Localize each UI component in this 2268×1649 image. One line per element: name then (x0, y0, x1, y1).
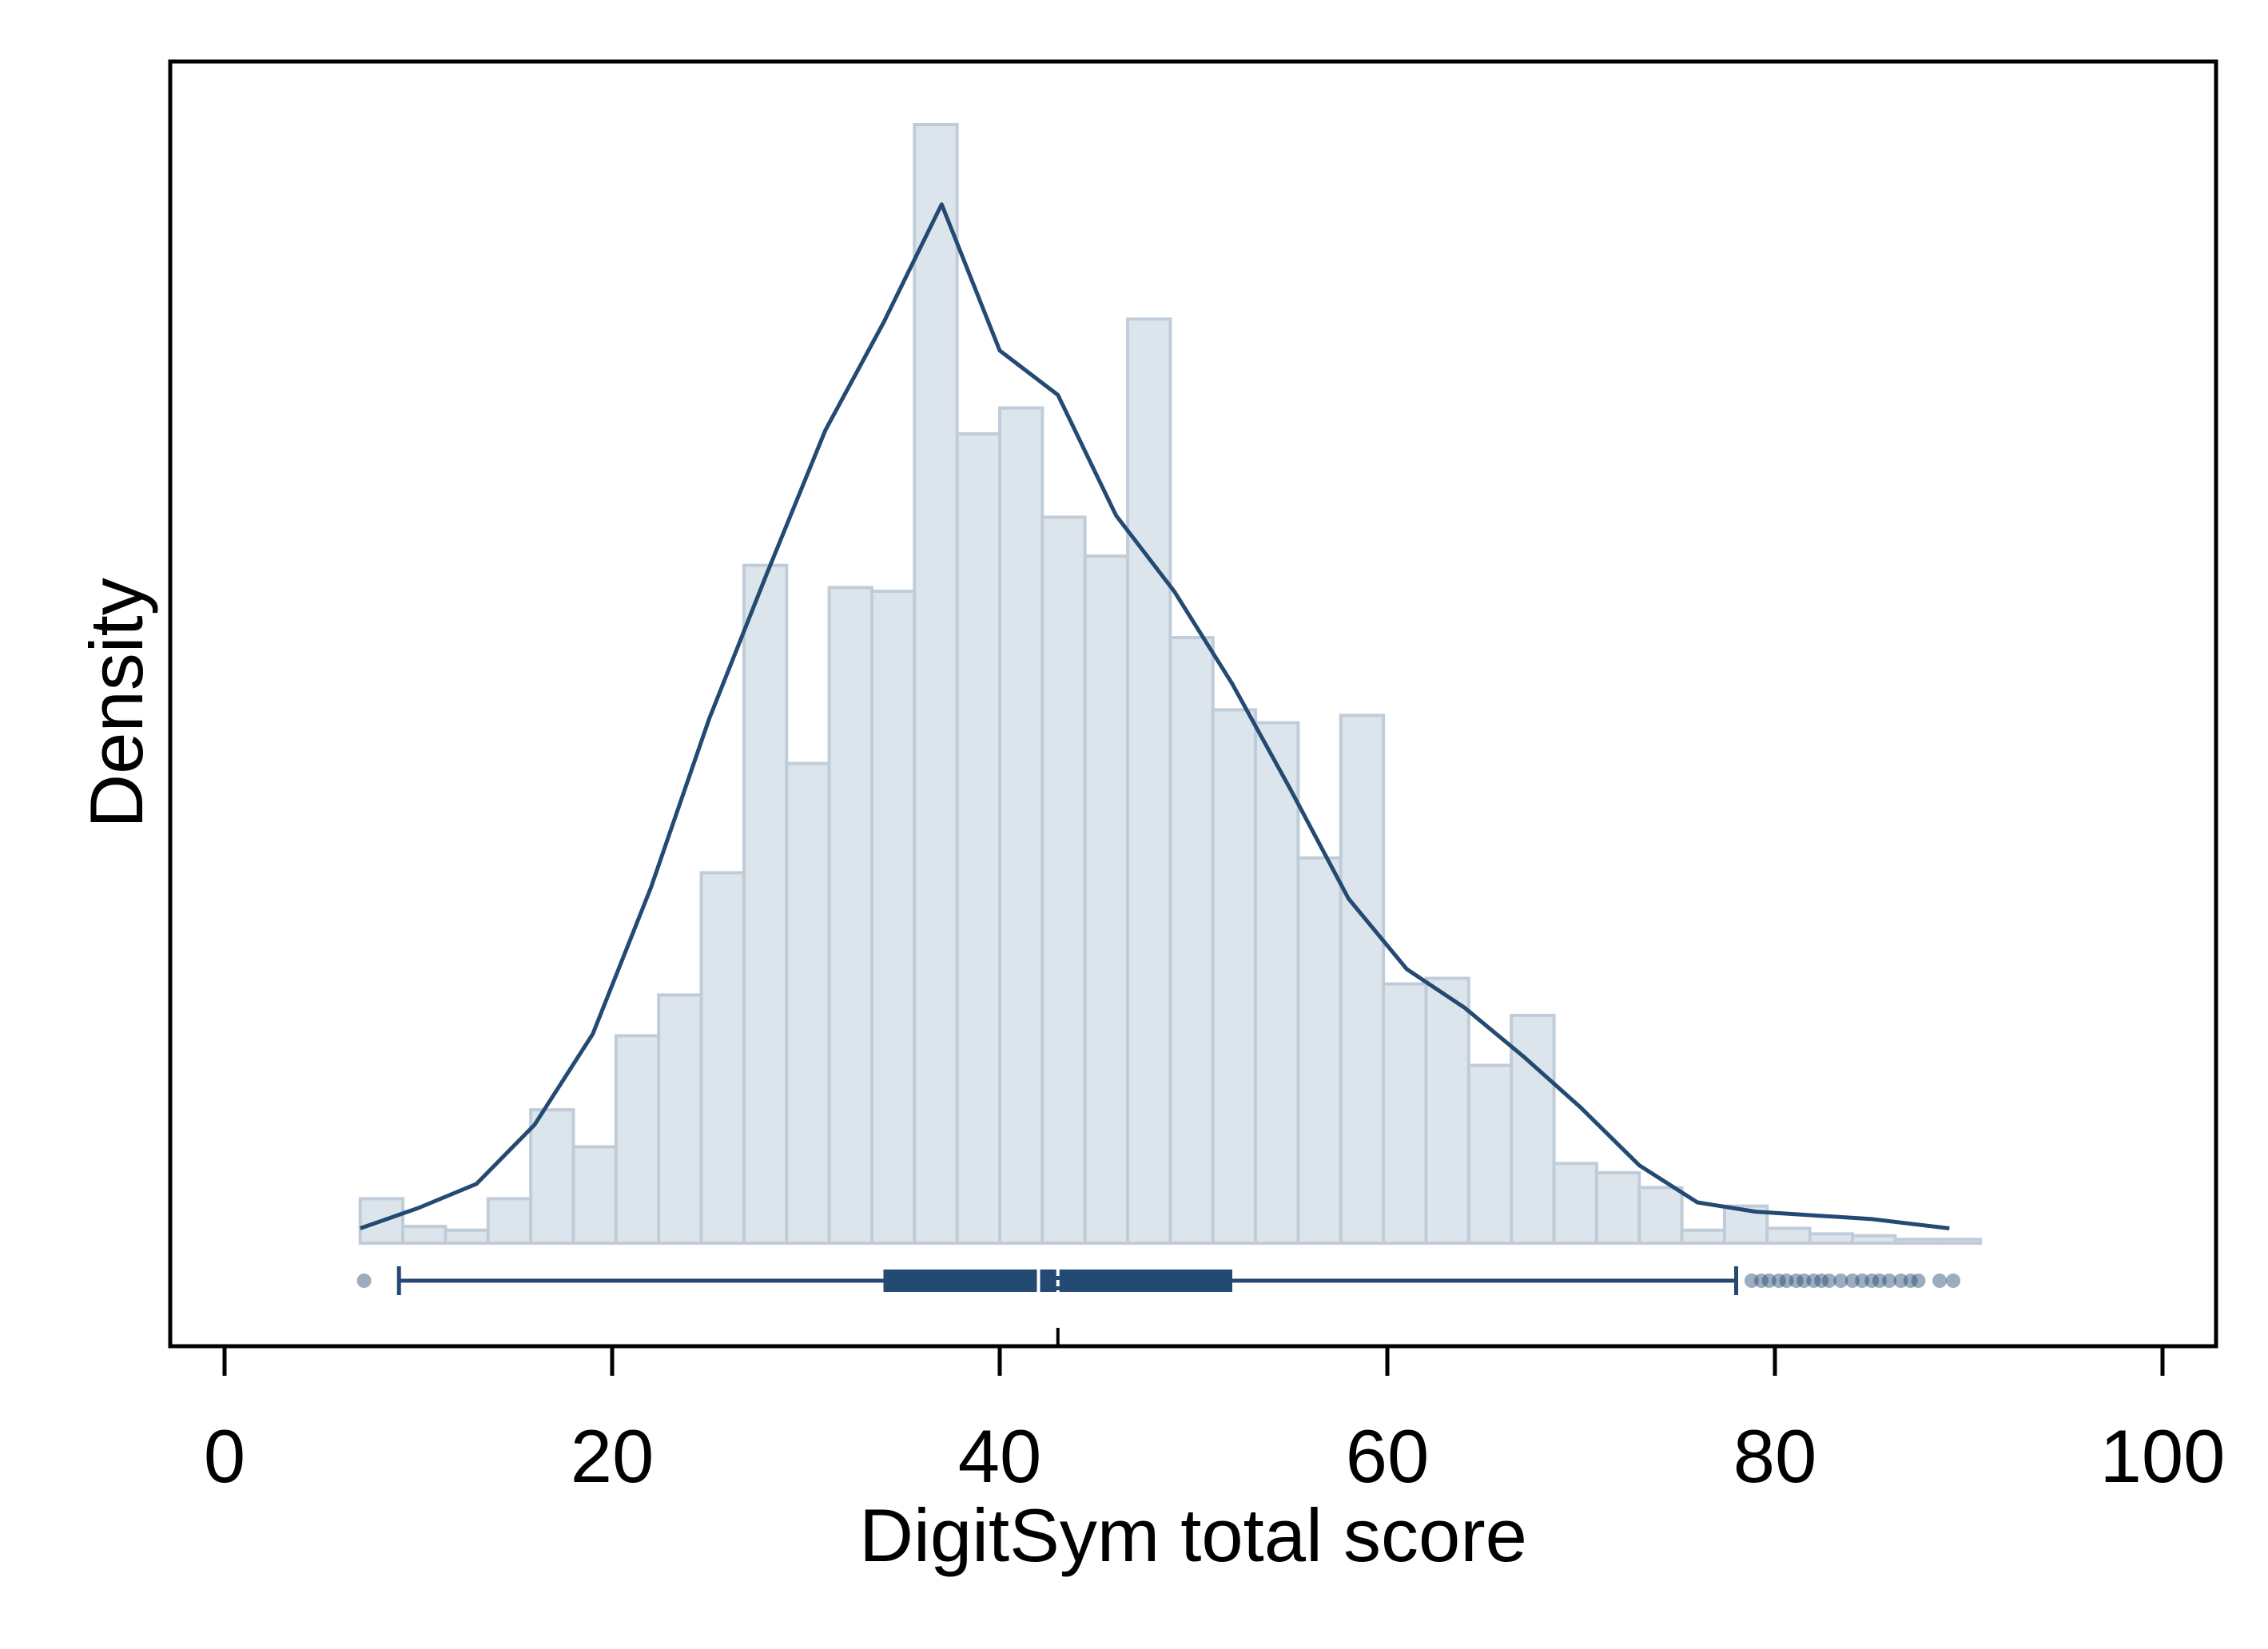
boxplot-outlier (1744, 1274, 1759, 1288)
boxplot-outlier (1872, 1274, 1887, 1288)
histogram-bar (444, 1228, 490, 1245)
boxplot-outlier (1882, 1274, 1897, 1288)
histogram-bar (1168, 636, 1215, 1245)
histogram-bar (486, 1197, 533, 1245)
boxplot-outlier (1932, 1274, 1948, 1288)
boxplot-outlier (1833, 1274, 1848, 1288)
boxplot-outlier (1796, 1274, 1812, 1288)
density-curve (359, 202, 1950, 1230)
histogram-bar (1680, 1228, 1726, 1245)
x-axis-title: DigitSym total score (859, 1493, 1527, 1577)
histogram-bar (1466, 1063, 1514, 1245)
histogram-bar (955, 432, 1002, 1245)
x-axis: 0 20 40 60 80 100 (170, 1344, 2226, 1498)
histogram-bar (827, 586, 873, 1245)
boxplot-outlier (1845, 1274, 1860, 1288)
boxplot-outlier (1911, 1274, 1926, 1288)
histogram-bar (614, 1034, 661, 1245)
histogram-bar (529, 1108, 575, 1245)
histogram-bar (1126, 317, 1172, 1246)
boxplot (356, 1266, 1961, 1346)
histogram-bar (1893, 1238, 1940, 1246)
histogram-bar (571, 1145, 618, 1246)
boxplot-outlier (1855, 1274, 1870, 1288)
histogram-bar (401, 1225, 448, 1245)
density-curve-layer (359, 202, 1950, 1230)
boxplot-outlier (1946, 1274, 1961, 1288)
histogram-bar (1936, 1238, 1983, 1246)
histogram-bar (1040, 515, 1087, 1245)
x-tick-label: 0 (204, 1414, 245, 1498)
histogram-bar (699, 871, 746, 1245)
boxplot-outlier (1754, 1274, 1769, 1288)
histogram-bar (1808, 1232, 1854, 1246)
x-tick-label: 60 (1346, 1414, 1430, 1498)
histogram-bar (1296, 856, 1343, 1245)
boxplot-outlier (1761, 1274, 1777, 1288)
boxplot-outlier (1903, 1274, 1918, 1288)
histogram-bar (1339, 713, 1386, 1245)
histogram-bar (657, 993, 703, 1245)
histogram-bar (1851, 1234, 1897, 1246)
boxplot-outlier (1864, 1274, 1880, 1288)
boxplot-outlier (1814, 1274, 1829, 1288)
histogram-bar (913, 123, 959, 1245)
histogram-bar (1594, 1170, 1641, 1245)
histogram-bar (998, 406, 1044, 1246)
histogram-bar (1722, 1204, 1769, 1245)
x-tick-label: 40 (958, 1414, 1042, 1498)
histogram-bar (1211, 708, 1258, 1245)
boxplot-outlier (1893, 1274, 1908, 1288)
histogram-bar (869, 590, 917, 1245)
y-axis-title: Density (74, 578, 158, 828)
histogram-bar (1382, 982, 1428, 1246)
histogram-bar (1254, 721, 1300, 1245)
boxplot-outlier (1779, 1274, 1794, 1288)
histogram-bar (1552, 1162, 1598, 1246)
x-tick-label: 20 (571, 1414, 655, 1498)
histogram-bar (742, 563, 789, 1245)
boxplot-outlier (1806, 1274, 1821, 1288)
histogram-bar (1765, 1226, 1812, 1245)
boxplot-outlier (1771, 1274, 1786, 1288)
histogram-bar (1083, 554, 1130, 1245)
histogram-bar (785, 761, 831, 1245)
boxplot-outlier (1789, 1274, 1804, 1288)
histogram-bar (1637, 1186, 1684, 1246)
histogram-bars (358, 123, 1983, 1246)
histogram-bar (1424, 976, 1470, 1246)
x-tick-label: 80 (1733, 1414, 1817, 1498)
boxplot-outlier (1821, 1274, 1836, 1288)
x-tick-label: 100 (2100, 1414, 2226, 1498)
boxplot-outlier (356, 1274, 372, 1288)
